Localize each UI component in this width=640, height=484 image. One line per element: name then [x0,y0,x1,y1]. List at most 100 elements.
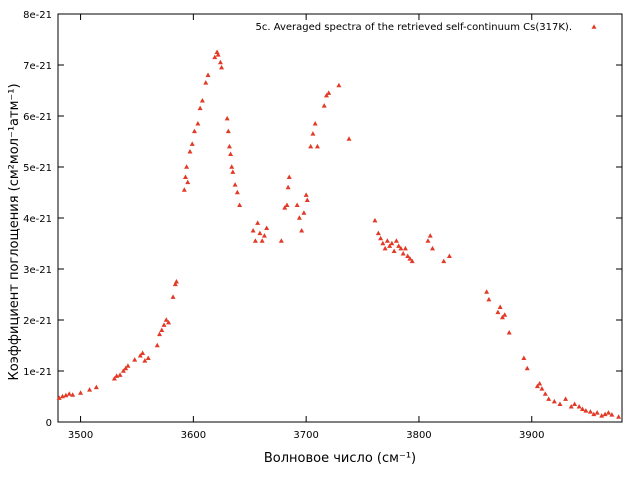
data-point [259,238,265,243]
data-point [278,238,284,243]
data-point [87,387,93,392]
data-point [312,120,318,126]
data-point [187,149,193,154]
data-point [303,192,309,197]
y-tick-label: 7e-21 [23,61,52,72]
data-point [605,410,611,415]
data-point [398,245,404,251]
data-point [580,406,586,412]
data-point [446,253,452,259]
data-point [212,54,218,60]
data-point [166,319,172,325]
y-tick-label: 8e-21 [23,10,52,21]
data-point [299,228,305,233]
legend-label: 5c. Averaged spectra of the retrieved se… [256,22,573,33]
data-point [609,412,615,417]
y-tick-label: 0 [46,418,52,429]
data-point [117,372,123,377]
data-point [546,396,552,401]
data-point [66,391,72,396]
data-point [389,240,395,246]
data-point [282,205,288,210]
data-point [125,363,131,368]
data-point [380,240,386,246]
data-point [157,331,163,337]
data-point [346,136,352,141]
data-point [172,281,178,287]
data-point [93,384,99,390]
data-point [137,353,143,358]
data-point [217,59,223,65]
data-point [120,368,126,373]
data-point [257,230,263,236]
data-point [63,392,69,398]
plot-frame [57,13,623,423]
data-point [301,210,307,215]
data-point [56,395,62,400]
data-point [195,120,201,126]
data-point [616,414,622,419]
legend-marker [591,24,597,29]
data-point [594,410,600,415]
data-point [189,141,195,146]
data-point [314,143,320,149]
data-point [111,375,117,381]
data-point [539,386,545,391]
axes: 3500 3600 3700 3800 3900 0 1e-21 2e-21 3e-21 4e-2… [23,10,623,441]
data-point [576,404,582,409]
data-point [232,182,238,187]
data-point [425,238,431,243]
data-point [264,225,270,230]
data-point [499,314,505,320]
data-point [173,279,179,284]
data-point [185,179,191,185]
data-point [294,202,300,208]
x-tick-label: 3800 [406,430,431,441]
data-point [427,233,433,238]
data-point [224,115,230,121]
data-point [321,103,327,108]
data-point [391,248,397,253]
data-point [402,245,408,251]
data-point [405,253,411,259]
data-point [393,238,399,243]
x-axis-label: Волновое число (см⁻¹) [264,451,416,466]
data-point [184,164,190,169]
data-point [296,215,302,220]
data-point [284,202,290,208]
y-tick-label: 1e-21 [23,367,52,378]
data-point [400,251,406,256]
data-point [261,233,267,238]
data-point [497,304,503,310]
data-point [375,230,381,236]
data-point [286,174,292,179]
data-point [587,409,593,414]
data-point [225,128,231,134]
data-point [197,105,203,111]
y-tick-label: 6e-21 [23,112,52,123]
data-point [521,355,527,361]
data-point [132,357,138,362]
data-point [234,189,240,195]
data-point [568,404,574,409]
x-tick-label: 3900 [519,430,544,441]
data-point [387,243,393,248]
data-point [123,365,129,371]
data-point [250,228,256,233]
data-point [551,398,557,404]
data-point [191,128,197,134]
data-point [70,392,76,397]
data-point [563,396,569,401]
data-point [285,184,291,190]
data-point [203,80,209,85]
data-point [226,143,232,149]
data-point [255,220,261,225]
data-point [237,202,243,208]
data-point [409,258,415,264]
data-point [396,243,402,248]
data-point [495,309,501,315]
data-point [336,82,342,88]
data-point [484,289,490,294]
y-axis-label: Коэффициент поглощения (см²мол⁻¹атм⁻¹) [7,83,22,380]
